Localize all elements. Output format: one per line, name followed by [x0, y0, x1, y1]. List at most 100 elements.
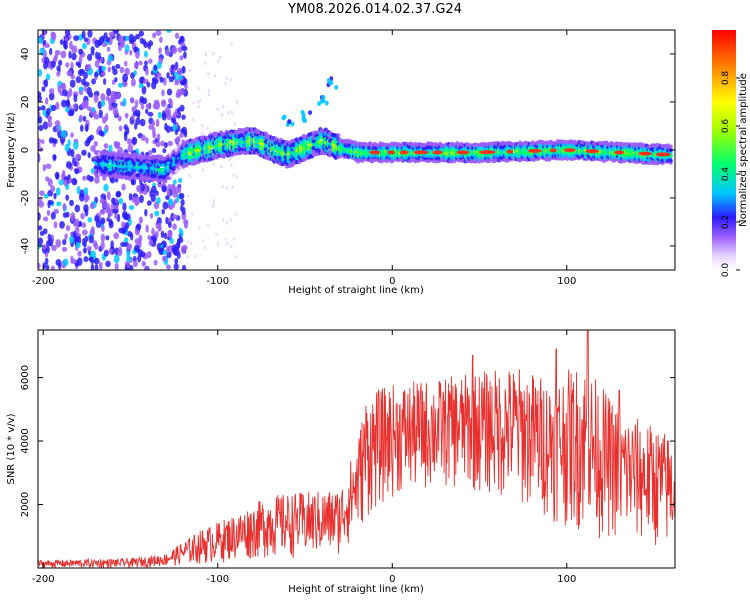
spectrogram-noise-mark	[105, 235, 110, 241]
spectrogram-noise-mark	[174, 79, 180, 86]
spectrogram-ridge-mark	[668, 158, 673, 163]
spectrogram-noise-mark	[39, 190, 45, 197]
spectrogram-noise-mark	[134, 122, 138, 130]
spectrogram-noise-mark	[154, 210, 160, 217]
spectrogram-noise-mark	[232, 237, 236, 242]
spectrogram-peak-mark	[399, 150, 409, 155]
spectrogram-noise-mark	[230, 110, 234, 115]
spectrogram-noise-mark	[192, 101, 195, 105]
spectrogram-noise-mark	[152, 32, 157, 39]
spectrogram-noise-mark	[186, 193, 190, 198]
spectrogram-noise-mark	[73, 141, 79, 150]
spectrogram-noise-mark	[87, 30, 93, 38]
spectrogram-noise-mark	[110, 90, 117, 100]
spectrogram-noise-mark	[93, 257, 100, 265]
spectrogram-noise-mark	[73, 94, 78, 103]
spectrogram-noise-mark	[172, 223, 177, 231]
spectrogram-noise-mark	[230, 163, 233, 167]
spectrogram-noise-mark	[73, 35, 80, 41]
spectrogram-noise-mark	[145, 108, 149, 115]
spectrogram-noise-mark	[126, 261, 130, 269]
spectrogram-noise-mark	[216, 242, 219, 246]
spectrogram-noise-mark	[77, 250, 82, 257]
spectrogram-noise-mark	[114, 77, 118, 83]
spectrogram-noise-mark	[177, 107, 181, 114]
spectrogram-noise-mark	[198, 86, 201, 91]
spectrogram-noise-mark	[181, 114, 186, 120]
spectrogram-noise-mark	[115, 64, 121, 69]
spectrogram-noise-mark	[106, 191, 111, 201]
spectrogram-noise-mark	[93, 114, 100, 120]
spectrogram-noise-mark	[138, 60, 143, 66]
y-tick-label: -20	[20, 190, 31, 206]
spectrogram-noise-mark	[235, 175, 238, 179]
spectrogram-noise-mark	[130, 178, 137, 186]
spectrogram-noise-mark	[74, 204, 81, 213]
spectrogram-noise-mark	[145, 67, 149, 76]
spectrogram-noise-mark	[169, 237, 174, 245]
snr-x-label: Height of straight line (km)	[288, 584, 424, 595]
spectrogram-noise-mark	[172, 124, 178, 131]
spectrogram-noise-mark	[165, 195, 170, 200]
spectrogram-noise-mark	[49, 47, 53, 56]
colorbar: 0.0 0.2 0.4 0.6 0.8 Normalized spectral ampl…	[712, 30, 749, 277]
spectrogram-noise-mark	[65, 105, 70, 113]
spectrogram-noise-mark	[161, 255, 167, 262]
spectrogram-noise-mark	[38, 95, 43, 103]
spectrogram-noise-mark	[93, 242, 99, 250]
spectrogram-noise-mark	[60, 82, 65, 90]
spectrogram-noise-mark	[159, 76, 164, 83]
spectrogram-noise-mark	[178, 177, 183, 184]
spectrogram-noise-mark	[212, 51, 215, 56]
spectrogram-noise-mark	[167, 230, 173, 238]
spectrogram-noise-mark	[161, 185, 167, 193]
spectrogram-noise-mark	[174, 258, 179, 265]
spectrogram-peak-mark	[638, 151, 652, 156]
spectrogram-marks	[38, 30, 673, 270]
spectrogram-noise-mark	[38, 124, 44, 132]
spectrogram-noise-mark	[153, 99, 160, 105]
spectrogram-noise-mark	[59, 39, 64, 46]
spectrogram-noise-mark	[190, 211, 194, 216]
spectrogram-noise-mark	[100, 233, 106, 243]
spectrogram-noise-mark	[133, 61, 139, 69]
spectrogram-noise-mark	[91, 106, 96, 113]
spectrogram-noise-mark	[90, 250, 97, 258]
spectrogram-noise-mark	[43, 193, 49, 199]
spectrogram-noise-mark	[172, 214, 178, 220]
spectrogram-noise-mark	[75, 153, 82, 160]
spectrogram-noise-mark	[146, 200, 152, 206]
spectrogram-noise-mark	[67, 110, 74, 117]
spectrogram-noise-mark	[161, 110, 166, 119]
spectrogram-noise-mark	[76, 257, 83, 266]
spectrogram-noise-mark	[81, 229, 88, 236]
spectrogram-noise-mark	[113, 232, 120, 240]
spectrogram-noise-mark	[38, 116, 43, 124]
spectrogram-noise-mark	[62, 169, 66, 177]
spectrogram-noise-mark	[90, 225, 95, 235]
x-tick-label: -100	[206, 574, 229, 585]
spectrogram-peak-mark	[432, 150, 443, 155]
snr-series-line	[38, 330, 675, 568]
spectrogram-noise-mark	[165, 216, 169, 225]
spectrogram-noise-mark	[86, 86, 92, 96]
spectrogram-noise-mark	[55, 124, 60, 133]
spectrogram-noise-mark	[123, 81, 128, 87]
spectrogram-noise-mark	[147, 111, 154, 117]
spectrogram-noise-mark	[62, 212, 67, 218]
spectrogram-noise-mark	[44, 56, 50, 65]
spectrogram-noise-mark	[103, 249, 109, 257]
spectrogram-noise-mark	[115, 191, 121, 198]
spectrogram-noise-mark	[53, 221, 58, 229]
spectrogram-noise-mark	[100, 71, 106, 77]
spectrogram-noise-mark	[181, 126, 187, 135]
snr-frame	[37, 329, 676, 569]
spectrogram-noise-mark	[106, 46, 111, 52]
spectrogram-noise-mark	[50, 60, 56, 68]
spectrogram-noise-mark	[148, 124, 154, 130]
spectrogram-noise-mark	[89, 202, 95, 210]
spectrogram-y-label: Frequency (Hz)	[6, 112, 17, 188]
